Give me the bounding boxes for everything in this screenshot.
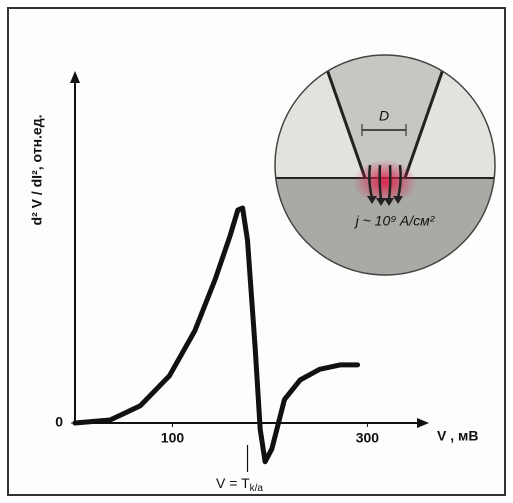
x-axis-arrow <box>417 418 429 428</box>
x-tick-label: 100 <box>161 430 185 446</box>
x-axis-label: V , мВ <box>437 428 478 444</box>
y-tick-label: 0 <box>55 414 63 430</box>
y-axis-arrow <box>70 71 80 83</box>
x-tick-label: 300 <box>356 430 380 446</box>
data-line <box>72 205 361 465</box>
inset-current-density: j ~ 10⁹ A/см² <box>354 213 436 229</box>
y-axis-label: d² V / dI², отн.ед. <box>29 115 45 226</box>
annotation-text: V = T <box>216 475 250 491</box>
inset-dimension: D <box>379 108 389 124</box>
annotation-subscript: k/a <box>250 483 264 494</box>
annotation: V = Tk/a <box>216 475 263 494</box>
